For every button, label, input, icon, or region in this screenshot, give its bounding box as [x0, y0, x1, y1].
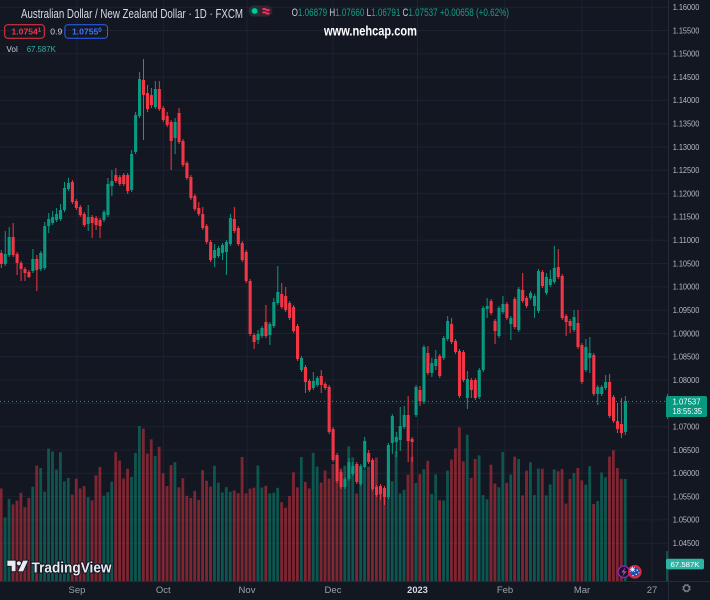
svg-text:1.07000: 1.07000	[673, 423, 700, 432]
svg-text:TradingView: TradingView	[32, 561, 112, 577]
svg-text:1.07550: 1.07550	[72, 27, 102, 37]
svg-text:1.14000: 1.14000	[673, 96, 700, 105]
svg-text:27: 27	[647, 585, 658, 596]
svg-text:1.11000: 1.11000	[673, 236, 700, 245]
svg-text:1.09000: 1.09000	[673, 329, 700, 338]
svg-text:1.15500: 1.15500	[673, 26, 700, 35]
svg-text:Mar: Mar	[574, 585, 590, 596]
svg-text:www.nehcap.com: www.nehcap.com	[323, 24, 417, 39]
svg-text:O1.06879 H1.07660 L1.06791 C1.: O1.06879 H1.07660 L1.06791 C1.07537 +0.0…	[292, 7, 509, 19]
svg-text:Australian Dollar / New Zealan: Australian Dollar / New Zealand Dollar ·…	[21, 6, 243, 21]
svg-text:1.12500: 1.12500	[673, 166, 700, 175]
svg-text:1.15000: 1.15000	[673, 50, 700, 59]
svg-text:Sep: Sep	[69, 585, 86, 596]
svg-text:Vol: Vol	[6, 45, 18, 54]
svg-text:1.10500: 1.10500	[673, 259, 700, 268]
svg-text:0.9: 0.9	[50, 27, 62, 37]
svg-text:Dec: Dec	[325, 585, 342, 596]
svg-text:1.05000: 1.05000	[673, 516, 700, 525]
svg-text:1.16000: 1.16000	[673, 3, 700, 12]
svg-text:1.13500: 1.13500	[673, 120, 700, 129]
svg-text:67.587K: 67.587K	[27, 45, 57, 54]
svg-text:1.06000: 1.06000	[673, 469, 700, 478]
svg-text:18:55:35: 18:55:35	[673, 407, 703, 416]
svg-text:67.587K: 67.587K	[671, 560, 700, 569]
svg-text:1.07541: 1.07541	[12, 27, 42, 37]
svg-text:2023: 2023	[407, 585, 428, 595]
svg-text:1.04500: 1.04500	[673, 539, 700, 548]
svg-text:1.11500: 1.11500	[673, 213, 700, 222]
svg-text:Oct: Oct	[156, 585, 171, 596]
svg-text:Nov: Nov	[239, 585, 256, 596]
svg-text:1.05500: 1.05500	[673, 492, 700, 501]
svg-text:1.14500: 1.14500	[673, 73, 700, 82]
svg-text:1.08000: 1.08000	[673, 376, 700, 385]
svg-text:1.13000: 1.13000	[673, 143, 700, 152]
svg-text:1.12000: 1.12000	[673, 189, 700, 198]
svg-text:Feb: Feb	[497, 585, 513, 596]
svg-text:1.07537: 1.07537	[673, 398, 701, 407]
svg-text:1.09500: 1.09500	[673, 306, 700, 315]
svg-text:1.08500: 1.08500	[673, 353, 700, 362]
svg-text:1.06500: 1.06500	[673, 446, 700, 455]
svg-text:1.10000: 1.10000	[673, 283, 700, 292]
